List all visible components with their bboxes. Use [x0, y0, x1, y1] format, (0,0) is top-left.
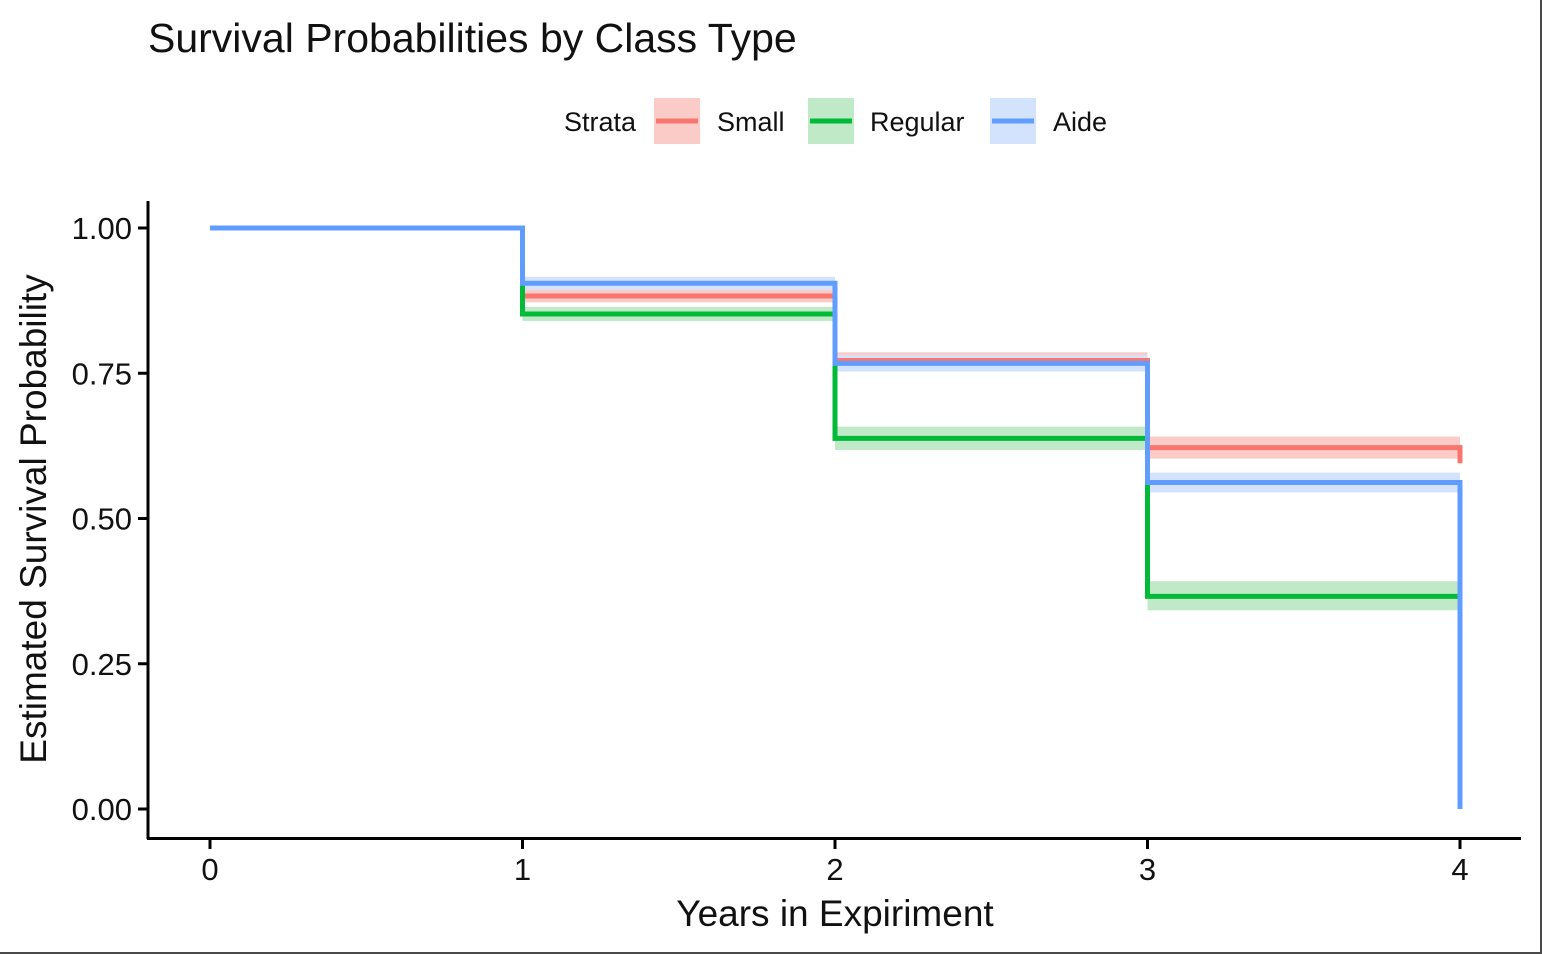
y-axis-ticks: 0.00 0.25 0.50 0.75 1.00	[72, 211, 148, 827]
y-tick-label-2: 0.50	[72, 502, 132, 537]
x-tick-label-3: 3	[1139, 852, 1156, 887]
y-tick-label-0: 0.00	[72, 792, 132, 827]
legend-label-small: Small	[717, 107, 785, 137]
x-tick-label-0: 0	[201, 852, 218, 887]
y-tick-label-4: 1.00	[72, 211, 132, 246]
x-axis-ticks: 0 1 2 3 4	[201, 840, 1469, 887]
x-tick-label-4: 4	[1451, 852, 1468, 887]
y-tick-label-1: 0.25	[72, 647, 132, 682]
chart-title: Survival Probabilities by Class Type	[148, 15, 797, 61]
legend-label-regular: Regular	[870, 107, 965, 137]
legend: Small Regular Aide	[654, 98, 1107, 144]
x-axis-label: Years in Expiriment	[676, 893, 994, 934]
survival-curves	[210, 225, 1463, 809]
x-tick-label-1: 1	[514, 852, 531, 887]
x-tick-label-2: 2	[826, 852, 843, 887]
y-tick-label-3: 0.75	[72, 356, 132, 391]
line-aide	[210, 225, 1463, 809]
y-axis-label: Estimated Survival Probability	[13, 274, 54, 764]
legend-title: Strata	[564, 107, 637, 137]
legend-label-aide: Aide	[1053, 107, 1107, 137]
confidence-bands	[522, 276, 1460, 611]
